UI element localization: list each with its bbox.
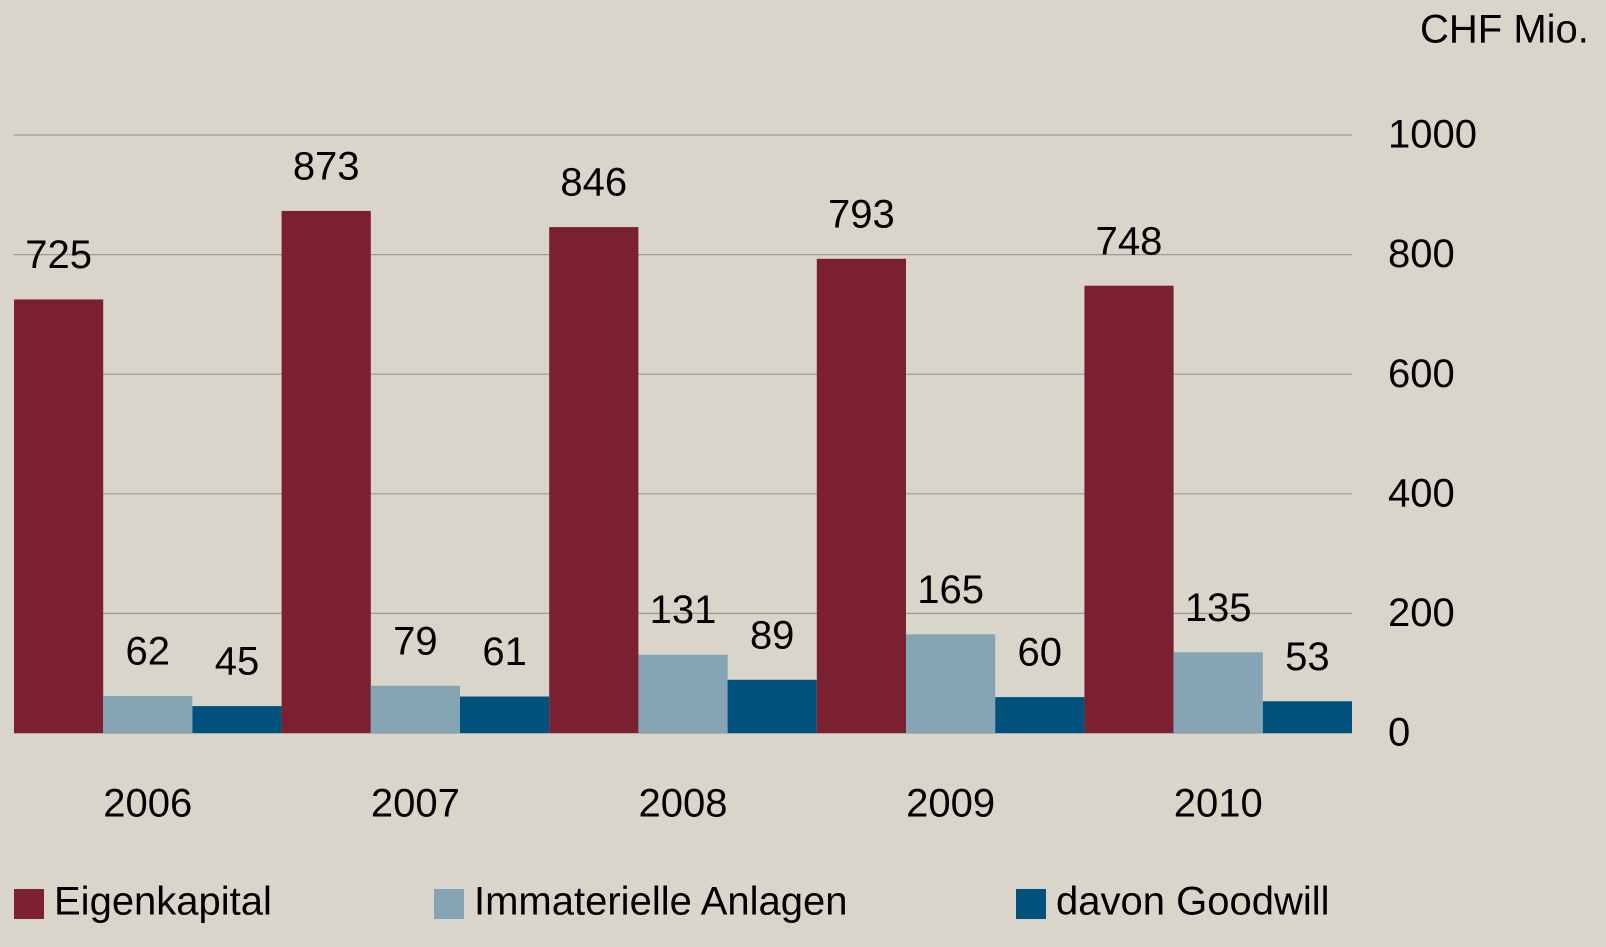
value-label: 793: [828, 192, 895, 236]
value-label: 165: [917, 568, 984, 612]
value-label: 61: [482, 630, 527, 674]
value-label: 89: [750, 613, 795, 657]
y-tick-label: 200: [1388, 591, 1455, 635]
value-label: 846: [560, 161, 627, 205]
y-tick-label: 1000: [1388, 113, 1477, 157]
value-label: 45: [215, 640, 260, 684]
legend-swatch: [434, 889, 464, 919]
y-tick-label: 0: [1388, 711, 1410, 755]
value-label: 53: [1285, 635, 1330, 679]
value-label: 131: [650, 588, 717, 632]
x-tick-label: 2010: [1174, 782, 1263, 826]
value-label: 62: [126, 629, 171, 673]
bar: [816, 258, 906, 733]
bar: [906, 634, 996, 733]
y-tick-label: 800: [1388, 232, 1455, 276]
value-label: 873: [293, 145, 360, 189]
bar: [281, 210, 371, 734]
legend-swatch: [1016, 889, 1046, 919]
bar: [1262, 701, 1352, 733]
bar: [638, 654, 728, 733]
legend-label: Eigenkapital: [54, 880, 272, 924]
bar: [370, 685, 460, 733]
value-label: 79: [393, 619, 438, 663]
value-label: 60: [1018, 631, 1063, 675]
x-tick-label: 2006: [103, 782, 192, 826]
x-tick-label: 2008: [639, 782, 728, 826]
y-axis-label: CHF Mio.: [1420, 8, 1589, 52]
legend-label: davon Goodwill: [1056, 880, 1330, 924]
bar: [995, 697, 1085, 733]
y-tick-label: 600: [1388, 352, 1455, 396]
bar: [1084, 285, 1174, 733]
value-label: 748: [1096, 219, 1163, 263]
y-tick-label: 400: [1388, 471, 1455, 515]
bar: [103, 695, 193, 733]
legend-swatch: [14, 889, 44, 919]
bar: [549, 227, 639, 734]
x-tick-label: 2007: [371, 782, 460, 826]
x-tick-label: 2009: [906, 782, 995, 826]
bar: [14, 299, 104, 733]
bar: [192, 706, 282, 733]
value-label: 725: [25, 233, 92, 277]
value-label: 135: [1185, 586, 1252, 630]
bar: [1173, 652, 1263, 733]
legend-label: Immaterielle Anlagen: [474, 880, 848, 924]
bar: [727, 679, 817, 733]
bar: [460, 696, 550, 733]
